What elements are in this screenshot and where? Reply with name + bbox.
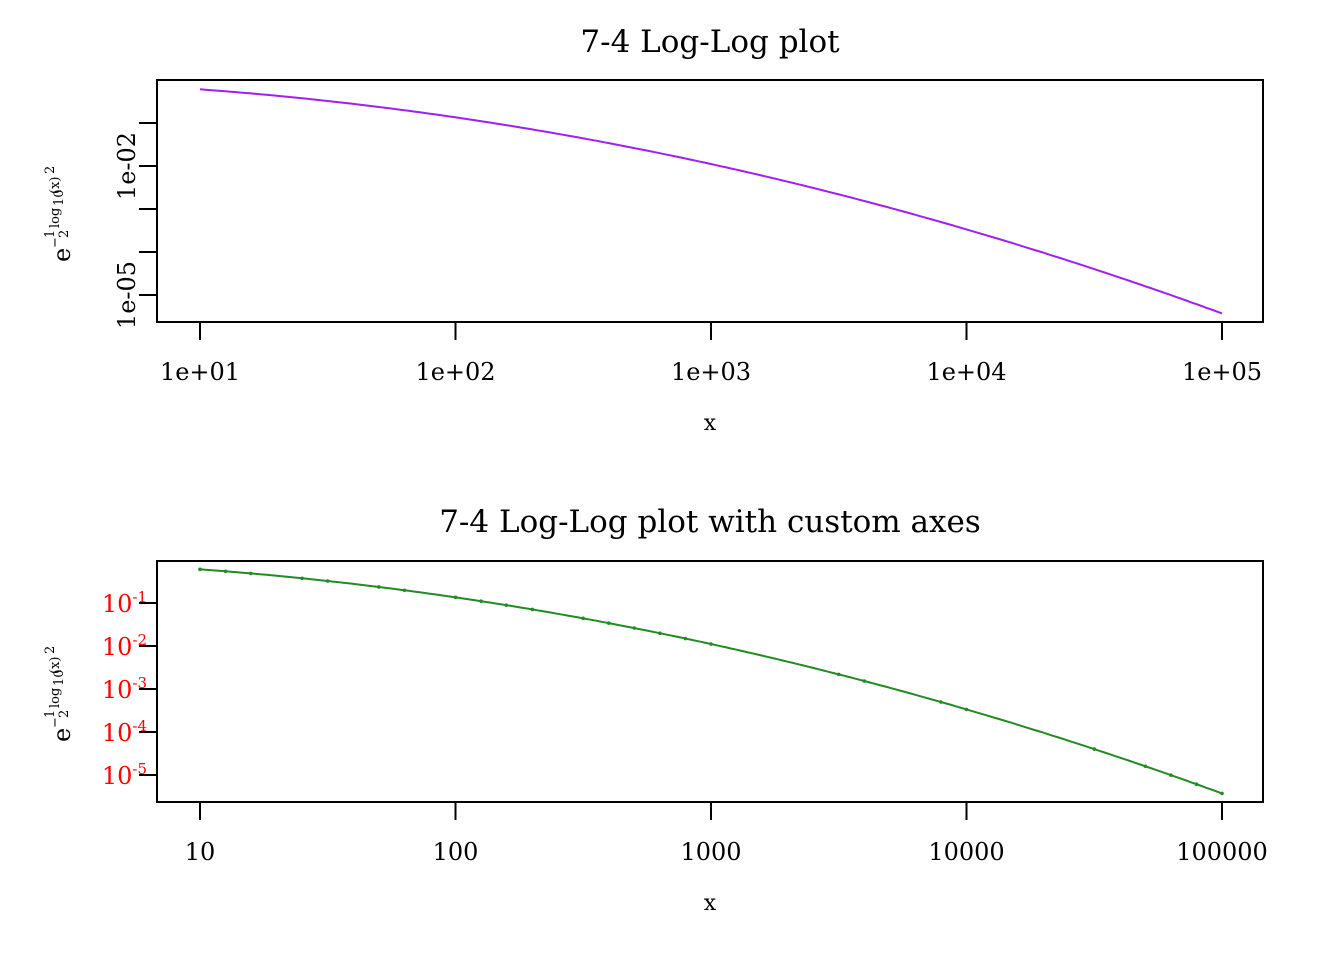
series-point	[632, 626, 637, 630]
series-point	[683, 636, 688, 641]
series-point	[300, 576, 304, 581]
y-tick-label: 1e-02	[113, 132, 141, 200]
panel-2-x-axis: 10 100 1000 10000 100000	[185, 802, 1268, 866]
series-point	[939, 700, 943, 704]
svg-text:2: 2	[43, 646, 58, 654]
series-point	[530, 607, 535, 612]
series-point	[248, 571, 253, 576]
panel-1-title: 7-4 Log-Log plot	[580, 24, 840, 60]
svg-text:e: e	[48, 728, 76, 742]
series-point	[836, 672, 841, 677]
svg-text:1: 1	[43, 710, 58, 718]
svg-text:2: 2	[57, 230, 72, 238]
panel-2-title: 7-4 Log-Log plot with custom axes	[439, 504, 981, 540]
x-tick-label: 1000	[680, 838, 741, 866]
svg-text:2: 2	[57, 710, 72, 718]
y-tick-label: 10-3	[102, 674, 147, 704]
svg-text:2: 2	[43, 166, 58, 174]
x-tick-label: 1e+05	[1182, 358, 1262, 386]
panel-1-x-axis: 1e+01 1e+02 1e+03 1e+04 1e+05	[160, 322, 1262, 386]
series-point	[479, 599, 483, 603]
svg-text:e: e	[48, 248, 76, 262]
svg-text:−: −	[48, 237, 63, 248]
series-point	[1220, 791, 1224, 796]
x-tick-label: 100	[433, 838, 479, 866]
x-tick-label: 1e+03	[671, 358, 751, 386]
series-point	[402, 588, 407, 593]
svg-text:10: 10	[52, 669, 67, 686]
panel-2-series	[198, 567, 1224, 796]
panel-1-x-axis-label: x	[704, 411, 717, 436]
svg-text:(x): (x)	[48, 177, 63, 194]
x-tick-label: 1e+01	[160, 358, 240, 386]
panel-1-series	[199, 88, 1223, 315]
x-tick-label: 100000	[1176, 838, 1268, 866]
panel-1-y-axis: 1e-02 1e-05	[113, 122, 157, 329]
panel-2-plot-frame	[156, 560, 1264, 803]
series-point	[581, 616, 585, 621]
panel-2: 7-4 Log-Log plot with custom axes 10 100 1…	[43, 504, 1268, 916]
panel-1: 7-4 Log-Log plot 1e+01 1e+02 1e+03 1e+04 1e+…	[43, 24, 1264, 436]
series-point	[606, 621, 611, 625]
series-point	[1143, 764, 1148, 769]
series-point	[658, 631, 662, 636]
series-point	[325, 579, 330, 583]
series-point	[453, 595, 458, 600]
series-point	[862, 679, 867, 683]
series-point	[1092, 747, 1097, 751]
svg-text:log: log	[48, 208, 63, 228]
panel-2-y-axis: 10-1 10-2 10-3 10-4 10-5	[102, 588, 157, 790]
series-point	[504, 603, 509, 607]
svg-text:−: −	[48, 717, 63, 728]
svg-text:10: 10	[52, 189, 67, 206]
x-tick-label: 1e+04	[926, 358, 1006, 386]
series-point	[223, 569, 228, 574]
y-tick-label: 10-4	[102, 717, 147, 747]
panel-1-plot-frame	[156, 79, 1264, 323]
panel-1-y-axis-label: e − 1 2 log 10 (x) 2	[43, 166, 76, 262]
y-tick-label: 10-2	[102, 631, 147, 661]
series-point	[1194, 782, 1199, 786]
series-line	[199, 568, 1223, 795]
series-point	[964, 707, 969, 712]
y-tick-label: 1e-05	[113, 261, 141, 329]
svg-text:(x): (x)	[48, 657, 63, 674]
y-tick-label: 10-5	[102, 760, 147, 790]
series-point	[709, 642, 713, 646]
series-point	[1169, 773, 1173, 777]
series-point	[198, 567, 202, 572]
x-tick-label: 10	[185, 838, 216, 866]
series-point	[377, 585, 381, 589]
panel-2-y-axis-label: e − 1 2 log 10 (x) 2	[43, 646, 76, 742]
x-tick-label: 1e+02	[415, 358, 495, 386]
panel-2-x-axis-label: x	[704, 891, 717, 916]
series-line	[199, 88, 1223, 315]
svg-text:1: 1	[43, 230, 58, 238]
x-tick-label: 10000	[928, 838, 1004, 866]
svg-text:log: log	[48, 688, 63, 708]
y-tick-label: 10-1	[102, 588, 147, 618]
